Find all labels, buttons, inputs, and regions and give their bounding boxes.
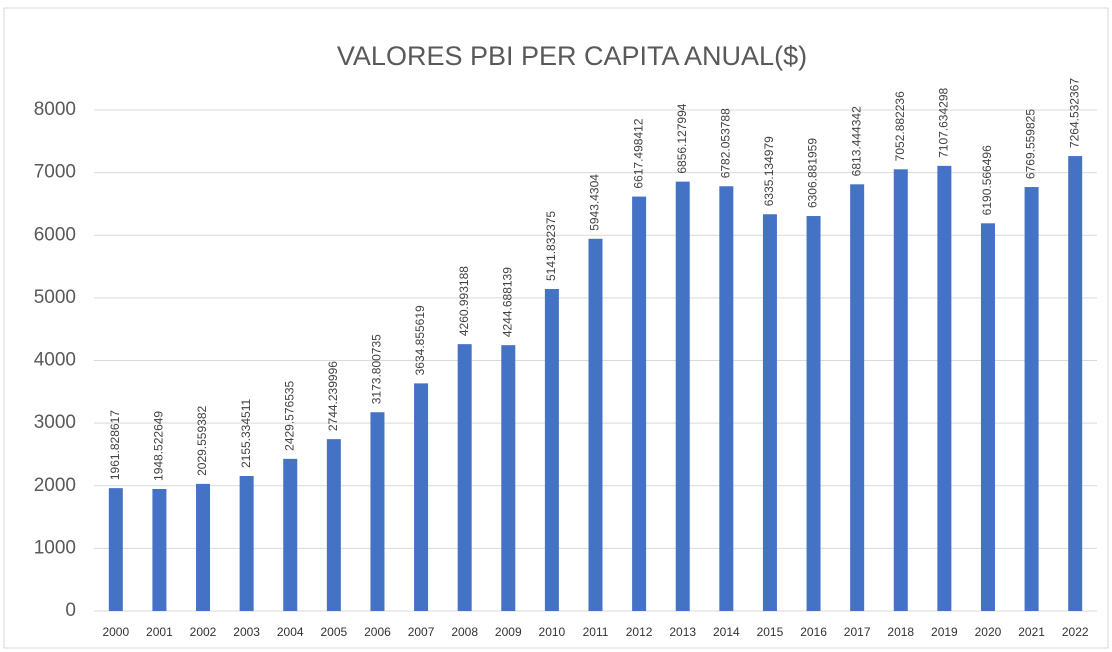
x-tick-label: 2007 bbox=[408, 625, 435, 639]
y-tick-label: 3000 bbox=[34, 412, 76, 433]
data-label: 7107.634298 bbox=[937, 87, 951, 157]
bar bbox=[806, 216, 821, 611]
x-tick-label: 2017 bbox=[844, 625, 871, 639]
x-tick-label: 2003 bbox=[233, 625, 260, 639]
data-label: 7264.532367 bbox=[1067, 78, 1081, 148]
bar bbox=[719, 186, 734, 612]
bar bbox=[893, 169, 908, 612]
x-tick-label: 2016 bbox=[800, 625, 827, 639]
y-tick-label: 1000 bbox=[34, 537, 76, 558]
data-label: 5141.832375 bbox=[544, 211, 558, 281]
bar bbox=[588, 238, 603, 611]
y-tick-label: 7000 bbox=[34, 162, 76, 183]
x-tick-label: 2015 bbox=[757, 625, 784, 639]
bar bbox=[632, 196, 647, 611]
x-tick-label: 2009 bbox=[495, 625, 522, 639]
data-label: 3173.800735 bbox=[370, 334, 384, 404]
bar bbox=[239, 476, 254, 611]
data-label: 1961.828617 bbox=[108, 410, 122, 480]
bar bbox=[457, 344, 472, 611]
bar bbox=[196, 483, 211, 611]
bar bbox=[1068, 156, 1083, 611]
bar bbox=[501, 345, 516, 611]
x-tick-label: 2022 bbox=[1062, 625, 1089, 639]
x-tick-label: 2019 bbox=[931, 625, 958, 639]
x-tick-label: 2018 bbox=[887, 625, 914, 639]
y-tick-label: 5000 bbox=[34, 287, 76, 308]
y-tick-label: 8000 bbox=[34, 99, 76, 120]
x-tick-label: 2012 bbox=[626, 625, 653, 639]
data-label: 6335.134979 bbox=[762, 136, 776, 206]
bar bbox=[370, 412, 385, 611]
x-tick-label: 2001 bbox=[146, 625, 173, 639]
bar bbox=[1024, 187, 1039, 611]
data-label: 3634.855619 bbox=[413, 305, 427, 375]
bar bbox=[850, 184, 865, 611]
data-label: 2029.559382 bbox=[195, 406, 209, 476]
bar bbox=[152, 488, 167, 611]
x-tick-label: 2011 bbox=[583, 625, 609, 639]
data-label: 6856.127994 bbox=[675, 103, 689, 173]
x-tick-label: 2000 bbox=[102, 625, 129, 639]
data-label: 4244.688139 bbox=[500, 267, 514, 337]
data-label: 6617.498412 bbox=[631, 118, 645, 188]
bar bbox=[283, 458, 298, 611]
chart-title: VALORES PBI PER CAPITA ANUAL($) bbox=[337, 41, 807, 71]
x-tick-label: 2005 bbox=[320, 625, 347, 639]
data-label: 2744.239996 bbox=[326, 361, 340, 431]
y-tick-label: 2000 bbox=[34, 475, 76, 496]
data-label: 6306.881959 bbox=[806, 138, 820, 208]
data-label: 6190.566496 bbox=[980, 145, 994, 215]
data-label: 2155.334511 bbox=[239, 399, 253, 469]
bar bbox=[675, 181, 690, 611]
data-label: 6813.444342 bbox=[849, 106, 863, 176]
bar bbox=[762, 214, 777, 611]
bar bbox=[544, 288, 559, 611]
x-tick-label: 2004 bbox=[277, 625, 304, 639]
y-tick-label: 4000 bbox=[34, 350, 76, 371]
data-label: 1948.522649 bbox=[152, 411, 166, 481]
data-label: 6769.559825 bbox=[1024, 109, 1038, 179]
data-label: 2429.576535 bbox=[282, 380, 296, 450]
data-label: 5943.4304 bbox=[588, 174, 602, 231]
x-tick-label: 2013 bbox=[669, 625, 696, 639]
bar bbox=[108, 488, 123, 611]
data-label: 4260.993188 bbox=[457, 266, 471, 336]
x-tick-label: 2002 bbox=[190, 625, 217, 639]
x-tick-label: 2008 bbox=[451, 625, 478, 639]
bar bbox=[980, 223, 995, 611]
x-tick-label: 2014 bbox=[713, 625, 740, 639]
x-tick-label: 2020 bbox=[975, 625, 1002, 639]
bar bbox=[326, 439, 341, 611]
y-tick-label: 6000 bbox=[34, 224, 76, 245]
x-tick-label: 2010 bbox=[539, 625, 566, 639]
x-tick-label: 2021 bbox=[1018, 625, 1045, 639]
bar bbox=[937, 165, 952, 611]
data-label: 6782.053788 bbox=[718, 108, 732, 178]
bar bbox=[414, 383, 429, 611]
data-label: 7052.882236 bbox=[893, 91, 907, 161]
y-tick-label: 0 bbox=[65, 600, 76, 621]
x-tick-label: 2006 bbox=[364, 625, 391, 639]
